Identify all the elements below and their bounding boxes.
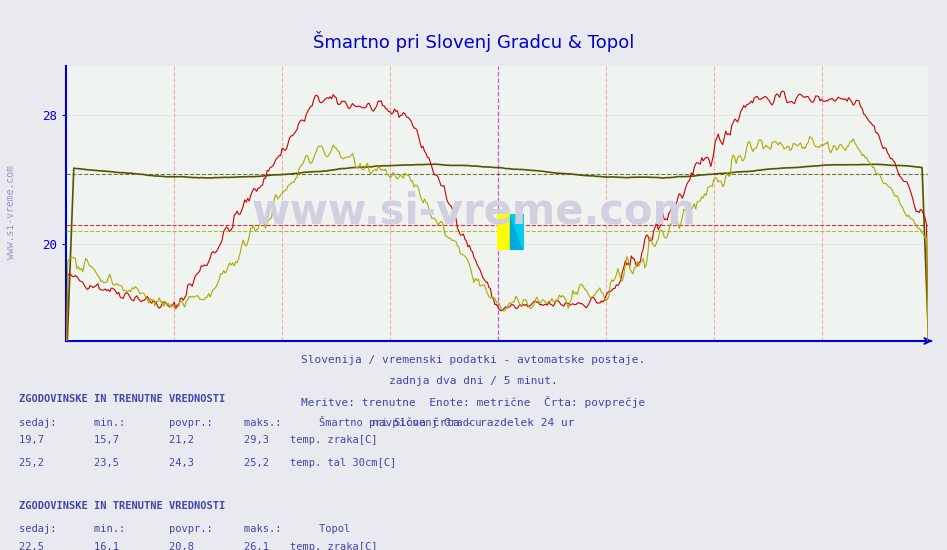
Text: 22,5        16,1        20,8        26,1: 22,5 16,1 20,8 26,1 bbox=[19, 542, 319, 550]
Text: Šmartno pri Slovenj Gradcu & Topol: Šmartno pri Slovenj Gradcu & Topol bbox=[313, 31, 634, 52]
Text: sedaj:      min.:       povpr.:     maks.:      Šmartno pri Slovenj Gradcu: sedaj: min.: povpr.: maks.: Šmartno pri … bbox=[19, 416, 481, 428]
Text: sedaj:      min.:       povpr.:     maks.:      Topol: sedaj: min.: povpr.: maks.: Topol bbox=[19, 524, 350, 534]
Text: www.si-vreme.com: www.si-vreme.com bbox=[251, 191, 696, 233]
Text: Slovenija / vremenski podatki - avtomatske postaje.: Slovenija / vremenski podatki - avtomats… bbox=[301, 355, 646, 365]
Text: temp. zraka[C]: temp. zraka[C] bbox=[290, 542, 377, 550]
Text: 25,2        23,5        24,3        25,2: 25,2 23,5 24,3 25,2 bbox=[19, 458, 319, 468]
Text: ZGODOVINSKE IN TRENUTNE VREDNOSTI: ZGODOVINSKE IN TRENUTNE VREDNOSTI bbox=[19, 394, 225, 404]
Text: 19,7        15,7        21,2        29,3: 19,7 15,7 21,2 29,3 bbox=[19, 435, 319, 445]
Text: Meritve: trenutne  Enote: metrične  Črta: povprečje: Meritve: trenutne Enote: metrične Črta: … bbox=[301, 396, 646, 408]
Text: ZGODOVINSKE IN TRENUTNE VREDNOSTI: ZGODOVINSKE IN TRENUTNE VREDNOSTI bbox=[19, 501, 225, 511]
Text: www.si-vreme.com: www.si-vreme.com bbox=[7, 165, 16, 258]
Text: temp. zraka[C]: temp. zraka[C] bbox=[290, 435, 377, 445]
Bar bbox=[510, 214, 524, 250]
Text: zadnja dva dni / 5 minut.: zadnja dva dni / 5 minut. bbox=[389, 376, 558, 386]
Polygon shape bbox=[510, 214, 524, 250]
Text: temp. tal 30cm[C]: temp. tal 30cm[C] bbox=[290, 458, 396, 468]
Text: navpična črta - razdelek 24 ur: navpična črta - razdelek 24 ur bbox=[372, 417, 575, 428]
